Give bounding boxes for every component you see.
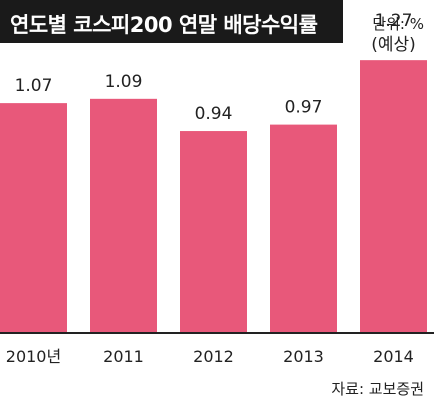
bar	[0, 103, 67, 333]
data-label: 0.97	[285, 98, 323, 118]
x-tick-label: 2012	[193, 347, 234, 366]
title-bar: 연도별 코스피200 연말 배당수익률	[0, 0, 343, 43]
x-tick-label: 2011	[103, 347, 144, 366]
bar	[270, 124, 337, 334]
data-label: 1.07	[15, 76, 53, 96]
x-tick-label: 2014	[373, 347, 414, 366]
source-note: 자료: 교보증권	[331, 380, 424, 398]
data-label: 0.94	[195, 104, 233, 124]
annotation-label: (예상)	[371, 35, 416, 55]
bar	[360, 60, 427, 333]
x-tick-label: 2010년	[6, 347, 61, 366]
data-label: 1.27	[375, 11, 413, 31]
x-tick-label: 2013	[283, 347, 324, 366]
data-label: 1.09	[105, 72, 143, 92]
unit-label: 단위: %	[372, 15, 424, 33]
bar	[180, 131, 247, 333]
bar	[90, 98, 157, 333]
chart-title: 연도별 코스피200 연말 배당수익률	[10, 13, 318, 37]
